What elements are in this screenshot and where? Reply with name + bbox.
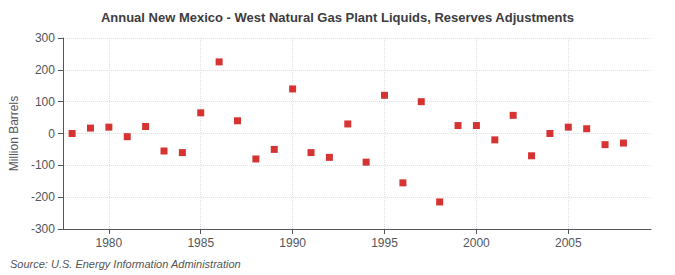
- svg-text:0: 0: [48, 127, 55, 141]
- svg-text:2000: 2000: [463, 236, 490, 250]
- svg-text:-200: -200: [31, 190, 55, 204]
- svg-text:1980: 1980: [96, 236, 123, 250]
- svg-text:Million Barrels: Million Barrels: [7, 96, 21, 171]
- svg-text:Source: U.S. Energy Informatio: Source: U.S. Energy Information Administ…: [10, 258, 241, 270]
- svg-text:1985: 1985: [187, 236, 214, 250]
- svg-text:300: 300: [35, 31, 55, 45]
- svg-text:1990: 1990: [279, 236, 306, 250]
- svg-text:100: 100: [35, 95, 55, 109]
- svg-text:2005: 2005: [555, 236, 582, 250]
- svg-text:200: 200: [35, 63, 55, 77]
- svg-text:Annual New Mexico - West Natur: Annual New Mexico - West Natural Gas Pla…: [101, 10, 574, 25]
- svg-text:1995: 1995: [371, 236, 398, 250]
- svg-text:-300: -300: [31, 222, 55, 236]
- svg-text:-100: -100: [31, 158, 55, 172]
